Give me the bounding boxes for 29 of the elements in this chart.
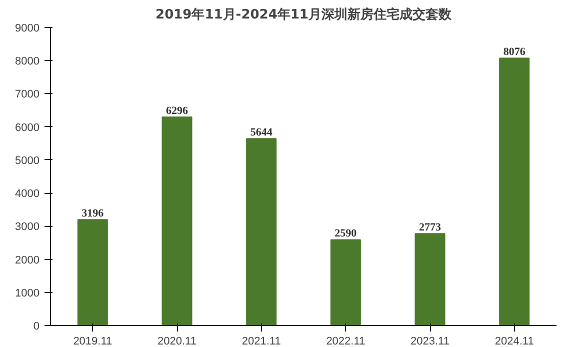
bar [330, 239, 361, 326]
bar [162, 116, 192, 326]
y-tick-label: 8000 [15, 56, 40, 68]
data-label: 2590 [334, 228, 358, 240]
y-tick-label: 3000 [15, 221, 40, 234]
x-tick-label: 2019.11 [73, 336, 112, 347]
data-label: 5644 [250, 126, 273, 139]
x-tick-label: 2022.11 [326, 336, 366, 347]
y-tick-label: 0 [33, 320, 40, 332]
chart-title: 2019年11月-2024年11月深圳新房住宅成交套数 [156, 6, 452, 22]
x-tick-label: 2020.11 [158, 336, 196, 347]
data-label: 2773 [419, 222, 442, 234]
data-label: 3196 [82, 208, 104, 220]
y-tick-label: 2000 [15, 254, 40, 266]
data-label: 6296 [166, 105, 188, 118]
x-tick-label: 2023.11 [410, 336, 450, 347]
bar [77, 219, 108, 326]
bar [499, 58, 530, 326]
y-tick-label: 6000 [15, 122, 40, 134]
bar [246, 138, 277, 326]
y-tick-label: 7000 [15, 88, 40, 101]
y-tick-label: 1000 [15, 287, 40, 300]
y-tick-label: 5000 [15, 154, 40, 167]
y-tick-label: 4000 [15, 188, 40, 200]
x-tick-label: 2024.11 [494, 336, 534, 347]
x-tick-label: 2021.11 [242, 336, 281, 347]
y-tick-label: 9000 [15, 22, 40, 34]
bar [414, 233, 446, 326]
data-label: 8076 [503, 46, 526, 58]
